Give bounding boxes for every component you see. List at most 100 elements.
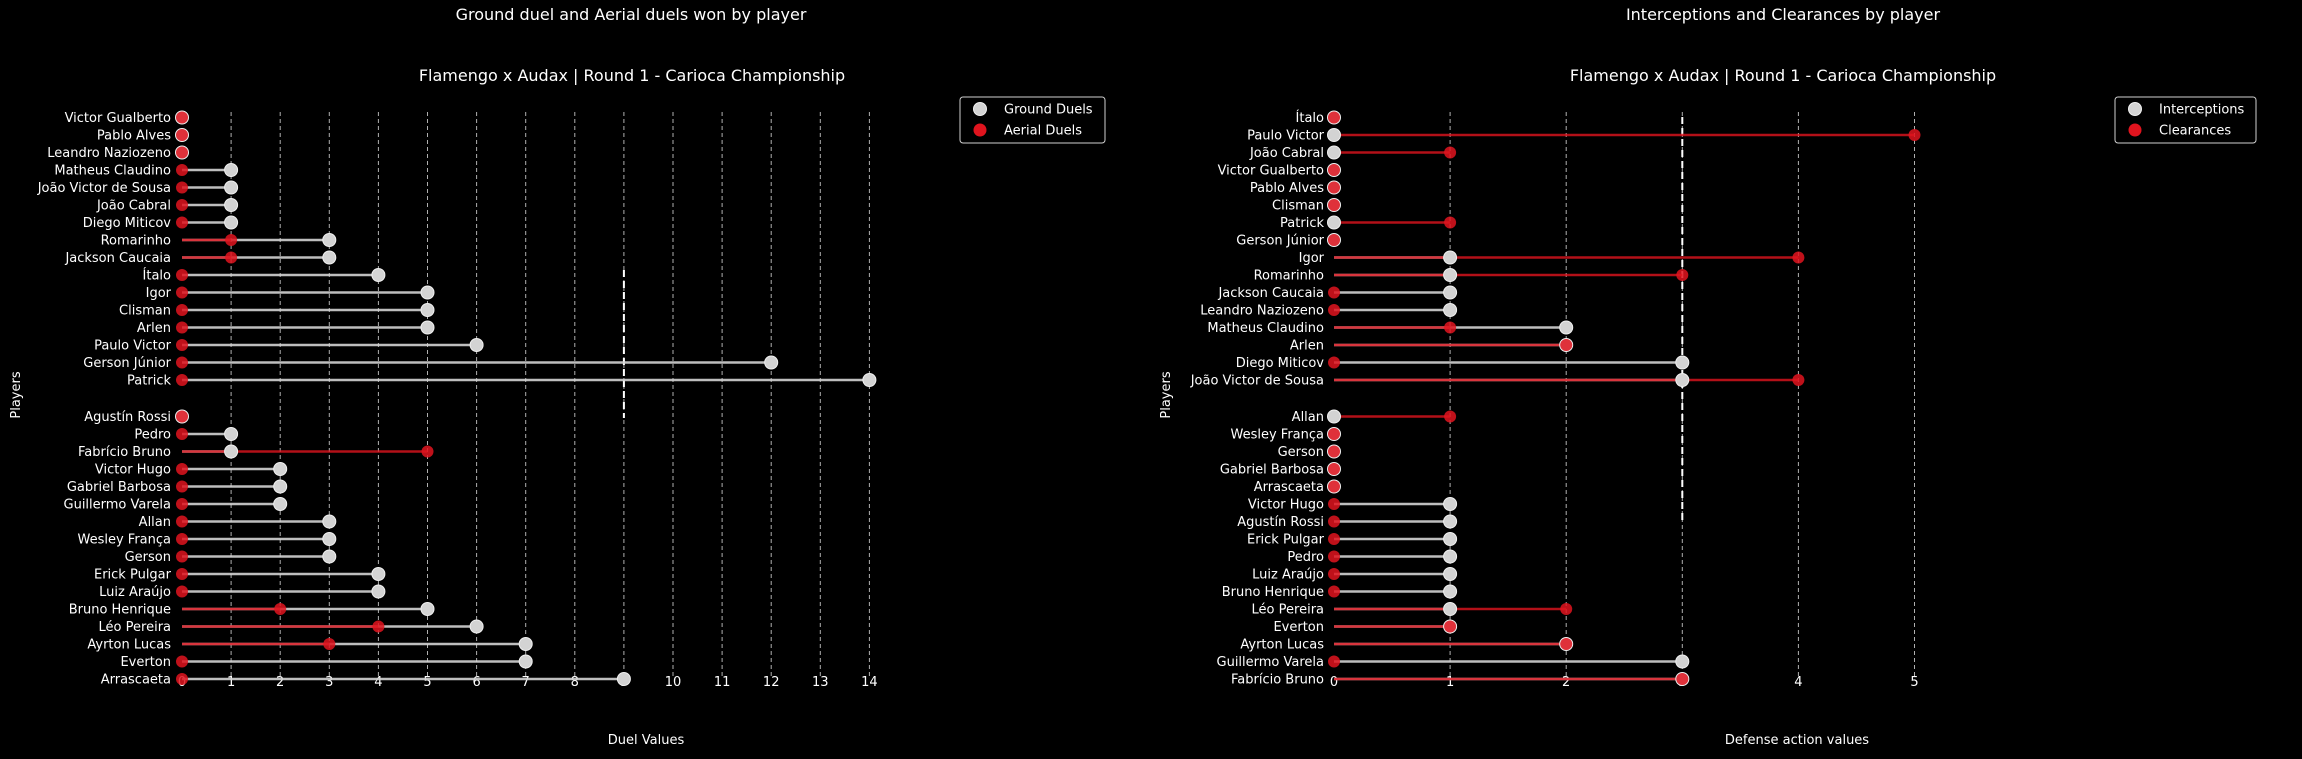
series-b-marker xyxy=(225,251,238,264)
series-b-marker xyxy=(1328,498,1340,510)
y-tick-label: Agustín Rossi xyxy=(1237,515,1324,530)
x-axis-label: Defense action values xyxy=(1725,733,1869,748)
series-b-marker xyxy=(1328,111,1340,124)
y-tick-label: Allan xyxy=(1292,410,1324,425)
series-a-marker xyxy=(371,268,386,282)
legend-box xyxy=(2114,96,2257,144)
y-tick-label: Agustín Rossi xyxy=(84,410,171,425)
series-a-marker xyxy=(518,637,533,651)
x-tick-label: 11 xyxy=(714,675,731,690)
series-b-marker xyxy=(176,655,188,668)
series-b-marker xyxy=(176,533,188,545)
y-tick-label: Leandro Naziozeno xyxy=(47,146,171,161)
series-b-marker xyxy=(1792,251,1805,264)
series-b-marker xyxy=(176,339,188,351)
series-a-marker xyxy=(1559,320,1574,335)
series-a-marker xyxy=(273,479,288,494)
y-tick-label: Pablo Alves xyxy=(97,129,171,144)
series-b-marker xyxy=(1328,234,1340,246)
series-a-marker xyxy=(224,180,239,195)
y-tick-label: Erick Pulgar xyxy=(1247,533,1325,548)
legend-label: Ground Duels xyxy=(1004,103,1093,118)
series-b-marker xyxy=(1328,428,1340,440)
series-b-marker xyxy=(1444,216,1457,229)
x-tick-label: 7 xyxy=(522,675,530,690)
y-tick-label: Pedro xyxy=(134,428,171,443)
series-b-marker xyxy=(1444,620,1457,633)
series-b-marker xyxy=(1676,269,1689,281)
series-b-marker xyxy=(176,568,188,580)
chart-suptitle: Interceptions and Clearances by player xyxy=(1626,5,1941,24)
y-tick-label: Romarinho xyxy=(101,234,171,249)
legend-marker xyxy=(2128,123,2142,137)
series-b-marker xyxy=(1328,480,1340,493)
legend: Ground Duels Aerial Duels xyxy=(959,96,1106,144)
series-a-marker xyxy=(616,672,631,686)
y-tick-label: Victor Gualberto xyxy=(1218,164,1324,179)
series-a-marker xyxy=(224,163,239,177)
y-tick-label: Everton xyxy=(1273,620,1324,635)
series-b-marker xyxy=(176,498,188,510)
x-tick-label: 3 xyxy=(325,675,333,690)
x-tick-label: 10 xyxy=(665,675,682,690)
series-a-marker xyxy=(322,514,337,529)
series-b-marker xyxy=(176,480,188,493)
series-a-marker xyxy=(1443,602,1458,616)
y-tick-label: Luiz Araújo xyxy=(1252,568,1324,583)
series-a-marker xyxy=(224,444,239,459)
series-b-marker xyxy=(176,286,188,299)
legend-marker xyxy=(973,102,987,116)
chart-suptitle: Ground duel and Aerial duels won by play… xyxy=(456,5,807,24)
legend: Interceptions Clearances xyxy=(2114,96,2257,144)
series-b-marker xyxy=(176,129,188,141)
series-b-marker xyxy=(176,199,188,211)
y-axis-label: Players xyxy=(9,371,24,418)
series-b-marker xyxy=(176,146,188,159)
series-b-marker xyxy=(176,356,188,369)
series-b-marker xyxy=(1328,199,1340,211)
y-tick-label: Patrick xyxy=(127,374,171,389)
chart-panel-1: Ground duel and Aerial duels won by play… xyxy=(9,5,1106,748)
series-b-marker xyxy=(176,374,188,386)
series-a-marker xyxy=(469,619,484,634)
x-tick-label: 0 xyxy=(1330,675,1338,690)
series-b-marker xyxy=(1328,164,1340,176)
y-tick-label: Bruno Henrique xyxy=(1222,585,1324,600)
y-tick-label: Gerson xyxy=(125,550,171,565)
series-a-marker xyxy=(371,584,386,599)
series-a-marker xyxy=(1443,497,1458,511)
series-b-marker xyxy=(1444,146,1457,159)
series-a-marker xyxy=(1443,250,1458,265)
series-a-marker xyxy=(1327,128,1341,142)
series-b-marker xyxy=(176,515,188,528)
x-tick-label: 5 xyxy=(423,675,431,690)
series-a-marker xyxy=(1443,584,1458,599)
series-b-marker xyxy=(323,638,336,650)
series-b-marker xyxy=(1328,181,1340,194)
y-tick-label: Guillermo Varela xyxy=(1217,655,1325,670)
legend-box xyxy=(959,96,1106,144)
y-tick-label: Leandro Naziozeno xyxy=(1200,304,1324,319)
series-a-marker xyxy=(1443,549,1458,564)
y-tick-label: Clisman xyxy=(119,304,171,319)
series-a-marker xyxy=(420,285,435,300)
y-tick-label: Wesley França xyxy=(78,533,172,548)
y-tick-label: Ítalo xyxy=(143,268,172,284)
series-b-marker xyxy=(1560,638,1573,650)
y-tick-label: Everton xyxy=(120,655,171,670)
series-a-marker xyxy=(1327,215,1341,230)
series-b-marker xyxy=(176,321,188,334)
series-a-marker xyxy=(224,198,239,212)
x-tick-label: 12 xyxy=(763,675,780,690)
series-b-marker xyxy=(1328,286,1340,299)
y-tick-label: Diego Miticov xyxy=(83,216,172,231)
y-tick-label: Jackson Caucaia xyxy=(1217,286,1324,301)
x-tick-label: 5 xyxy=(1910,675,1918,690)
x-tick-label: 2 xyxy=(276,675,284,690)
series-a-marker xyxy=(420,602,435,616)
chart-title: Flamengo x Audax | Round 1 - Carioca Cha… xyxy=(1570,66,1996,85)
y-tick-label: João Victor de Sousa xyxy=(37,181,171,196)
series-a-marker xyxy=(224,427,239,441)
series-a-marker xyxy=(420,320,435,335)
series-b-marker xyxy=(1328,515,1340,528)
